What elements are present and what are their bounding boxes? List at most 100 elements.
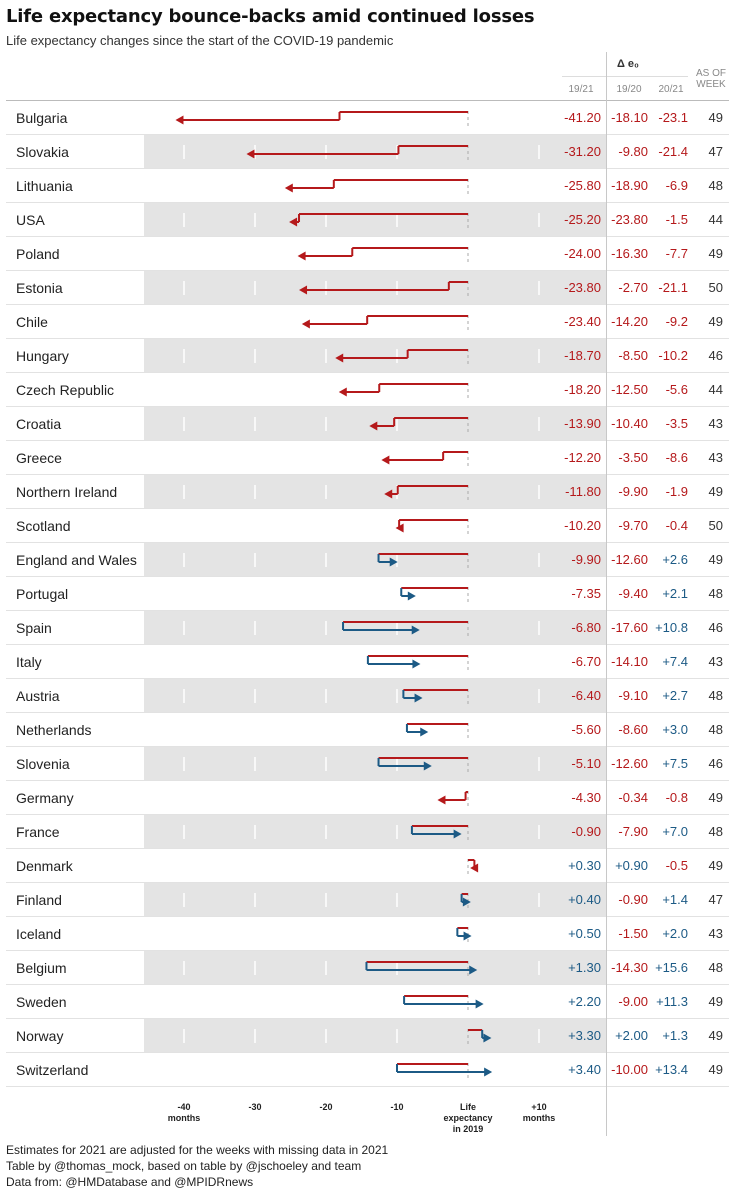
delta-20-21: +3.0	[662, 722, 688, 737]
x-tick-label-line1: -20	[319, 1102, 333, 1112]
page-title: Life expectancy bounce-backs amid contin…	[6, 6, 535, 27]
as-of-week: 49	[708, 858, 723, 873]
delta-19-20: -9.90	[618, 484, 648, 499]
delta-20-21: -23.1	[658, 110, 688, 125]
table-row: Austria -6.40 -9.10 +2.7 48	[6, 679, 729, 713]
row-band	[144, 475, 606, 509]
delta-20-21: +7.4	[662, 654, 688, 669]
as-of-week: 49	[708, 1062, 723, 1077]
delta-19-21: -10.20	[564, 518, 601, 533]
delta-19-21: -5.10	[571, 756, 601, 771]
x-tick-label-line1: -10	[390, 1102, 404, 1112]
footnote-line3: Data from: @HMDatabase and @MPIDRnews	[6, 1175, 254, 1189]
delta-19-20: -12.60	[611, 756, 648, 771]
row-band	[144, 271, 606, 305]
delta-19-20: -12.50	[611, 382, 648, 397]
delta-20-21: -5.6	[665, 382, 688, 397]
delta-20-21: +7.0	[662, 824, 688, 839]
row-separator	[6, 780, 729, 781]
table-row: Iceland +0.50 -1.50 +2.0 43	[6, 917, 729, 951]
delta-19-20: -3.50	[618, 450, 648, 465]
row-separator	[6, 712, 729, 713]
row-separator	[6, 1018, 729, 1019]
x-tick-label-line1: -30	[248, 1102, 262, 1112]
as-of-week: 43	[708, 416, 723, 431]
arrow-head	[284, 183, 293, 193]
arrow-head	[463, 931, 472, 941]
delta-19-20: -12.60	[611, 552, 648, 567]
table-row: Chile -23.40 -14.20 -9.2 49	[6, 305, 729, 339]
delta-19-21: -4.30	[571, 790, 601, 805]
delta-20-21: -6.9	[665, 178, 688, 193]
as-of-week: 49	[708, 246, 723, 261]
delta-19-20: -16.30	[611, 246, 648, 261]
country-name: Slovakia	[16, 144, 69, 160]
x-tick-label-line1: -40	[177, 1102, 191, 1112]
delta-19-21: -41.20	[564, 110, 601, 125]
arrow-head	[297, 251, 306, 261]
as-of-week: 49	[708, 314, 723, 329]
row-separator	[6, 338, 729, 339]
arrow-head	[412, 659, 421, 669]
table-row: Bulgaria -41.20 -18.10 -23.1 49	[6, 101, 729, 135]
row-band	[144, 951, 606, 985]
country-name: Chile	[16, 314, 48, 330]
delta-20-21: -0.5	[665, 858, 688, 873]
delta-e0-header: Δ e₀	[616, 58, 640, 70]
country-name: Iceland	[16, 926, 62, 942]
as-of-week: 48	[708, 586, 723, 601]
country-name: Italy	[16, 654, 42, 670]
table-row: Switzerland +3.40 -10.00 +13.4 49	[6, 1053, 729, 1087]
arrow-head	[437, 795, 446, 805]
table-row: England and Wales -9.90 -12.60 +2.6 49	[6, 543, 729, 577]
table-row: Belgium +1.30 -14.30 +15.6 48	[6, 951, 729, 985]
row-separator	[6, 1052, 729, 1053]
delta-19-20: -8.60	[618, 722, 648, 737]
delta-19-20: -2.70	[618, 280, 648, 295]
delta-19-20: -14.20	[611, 314, 648, 329]
delta-19-20: -8.50	[618, 348, 648, 363]
arrow-head	[453, 829, 462, 839]
row-separator	[6, 372, 729, 373]
delta-20-21: -10.2	[658, 348, 688, 363]
as-of-line1: AS OF	[695, 68, 726, 79]
delta-19-20: +2.00	[615, 1028, 648, 1043]
delta-19-21: -13.90	[564, 416, 601, 431]
delta-20-21: +1.3	[662, 1028, 688, 1043]
row-separator	[6, 134, 729, 135]
row-band	[144, 203, 606, 237]
delta-19-21: +0.50	[568, 926, 601, 941]
delta-19-21: -6.40	[571, 688, 601, 703]
delta-20-21: +2.1	[662, 586, 688, 601]
arrow-head	[384, 489, 393, 499]
arrow-head	[462, 897, 471, 907]
page-subtitle: Life expectancy changes since the start …	[6, 33, 394, 48]
delta-20-21: -1.9	[665, 484, 688, 499]
delta-19-21: +1.30	[568, 960, 601, 975]
delta-20-21: +11.3	[656, 994, 688, 1009]
delta-19-20: -14.30	[611, 960, 648, 975]
delta-19-20: -10.00	[611, 1062, 648, 1077]
table-row: Spain -6.80 -17.60 +10.8 46	[6, 611, 729, 645]
delta-20-21: -1.5	[665, 212, 688, 227]
table-row: Germany -4.30 -0.34 -0.8 49	[6, 781, 729, 815]
delta-19-21: -24.00	[564, 246, 601, 261]
delta-19-21: -23.40	[564, 314, 601, 329]
as-of-week: 49	[708, 110, 723, 125]
table-row: Poland -24.00 -16.30 -7.7 49	[6, 237, 729, 271]
arrow-head	[301, 319, 310, 329]
as-of-week: 49	[708, 790, 723, 805]
delta-20-21: -21.1	[658, 280, 688, 295]
row-separator	[6, 644, 729, 645]
delta-19-21: -5.60	[571, 722, 601, 737]
delta-19-21: +3.40	[568, 1062, 601, 1077]
table-row: Finland +0.40 -0.90 +1.4 47	[6, 883, 729, 917]
as-of-line2: WEEK	[696, 79, 726, 90]
as-of-week: 44	[708, 212, 723, 227]
delta-20-21: -9.2	[665, 314, 688, 329]
column-divider	[606, 52, 607, 1136]
country-name: Switzerland	[16, 1062, 89, 1078]
country-name: Belgium	[16, 960, 67, 976]
arrow-head	[407, 591, 416, 601]
x-tick-label: +10 months	[504, 1102, 574, 1124]
